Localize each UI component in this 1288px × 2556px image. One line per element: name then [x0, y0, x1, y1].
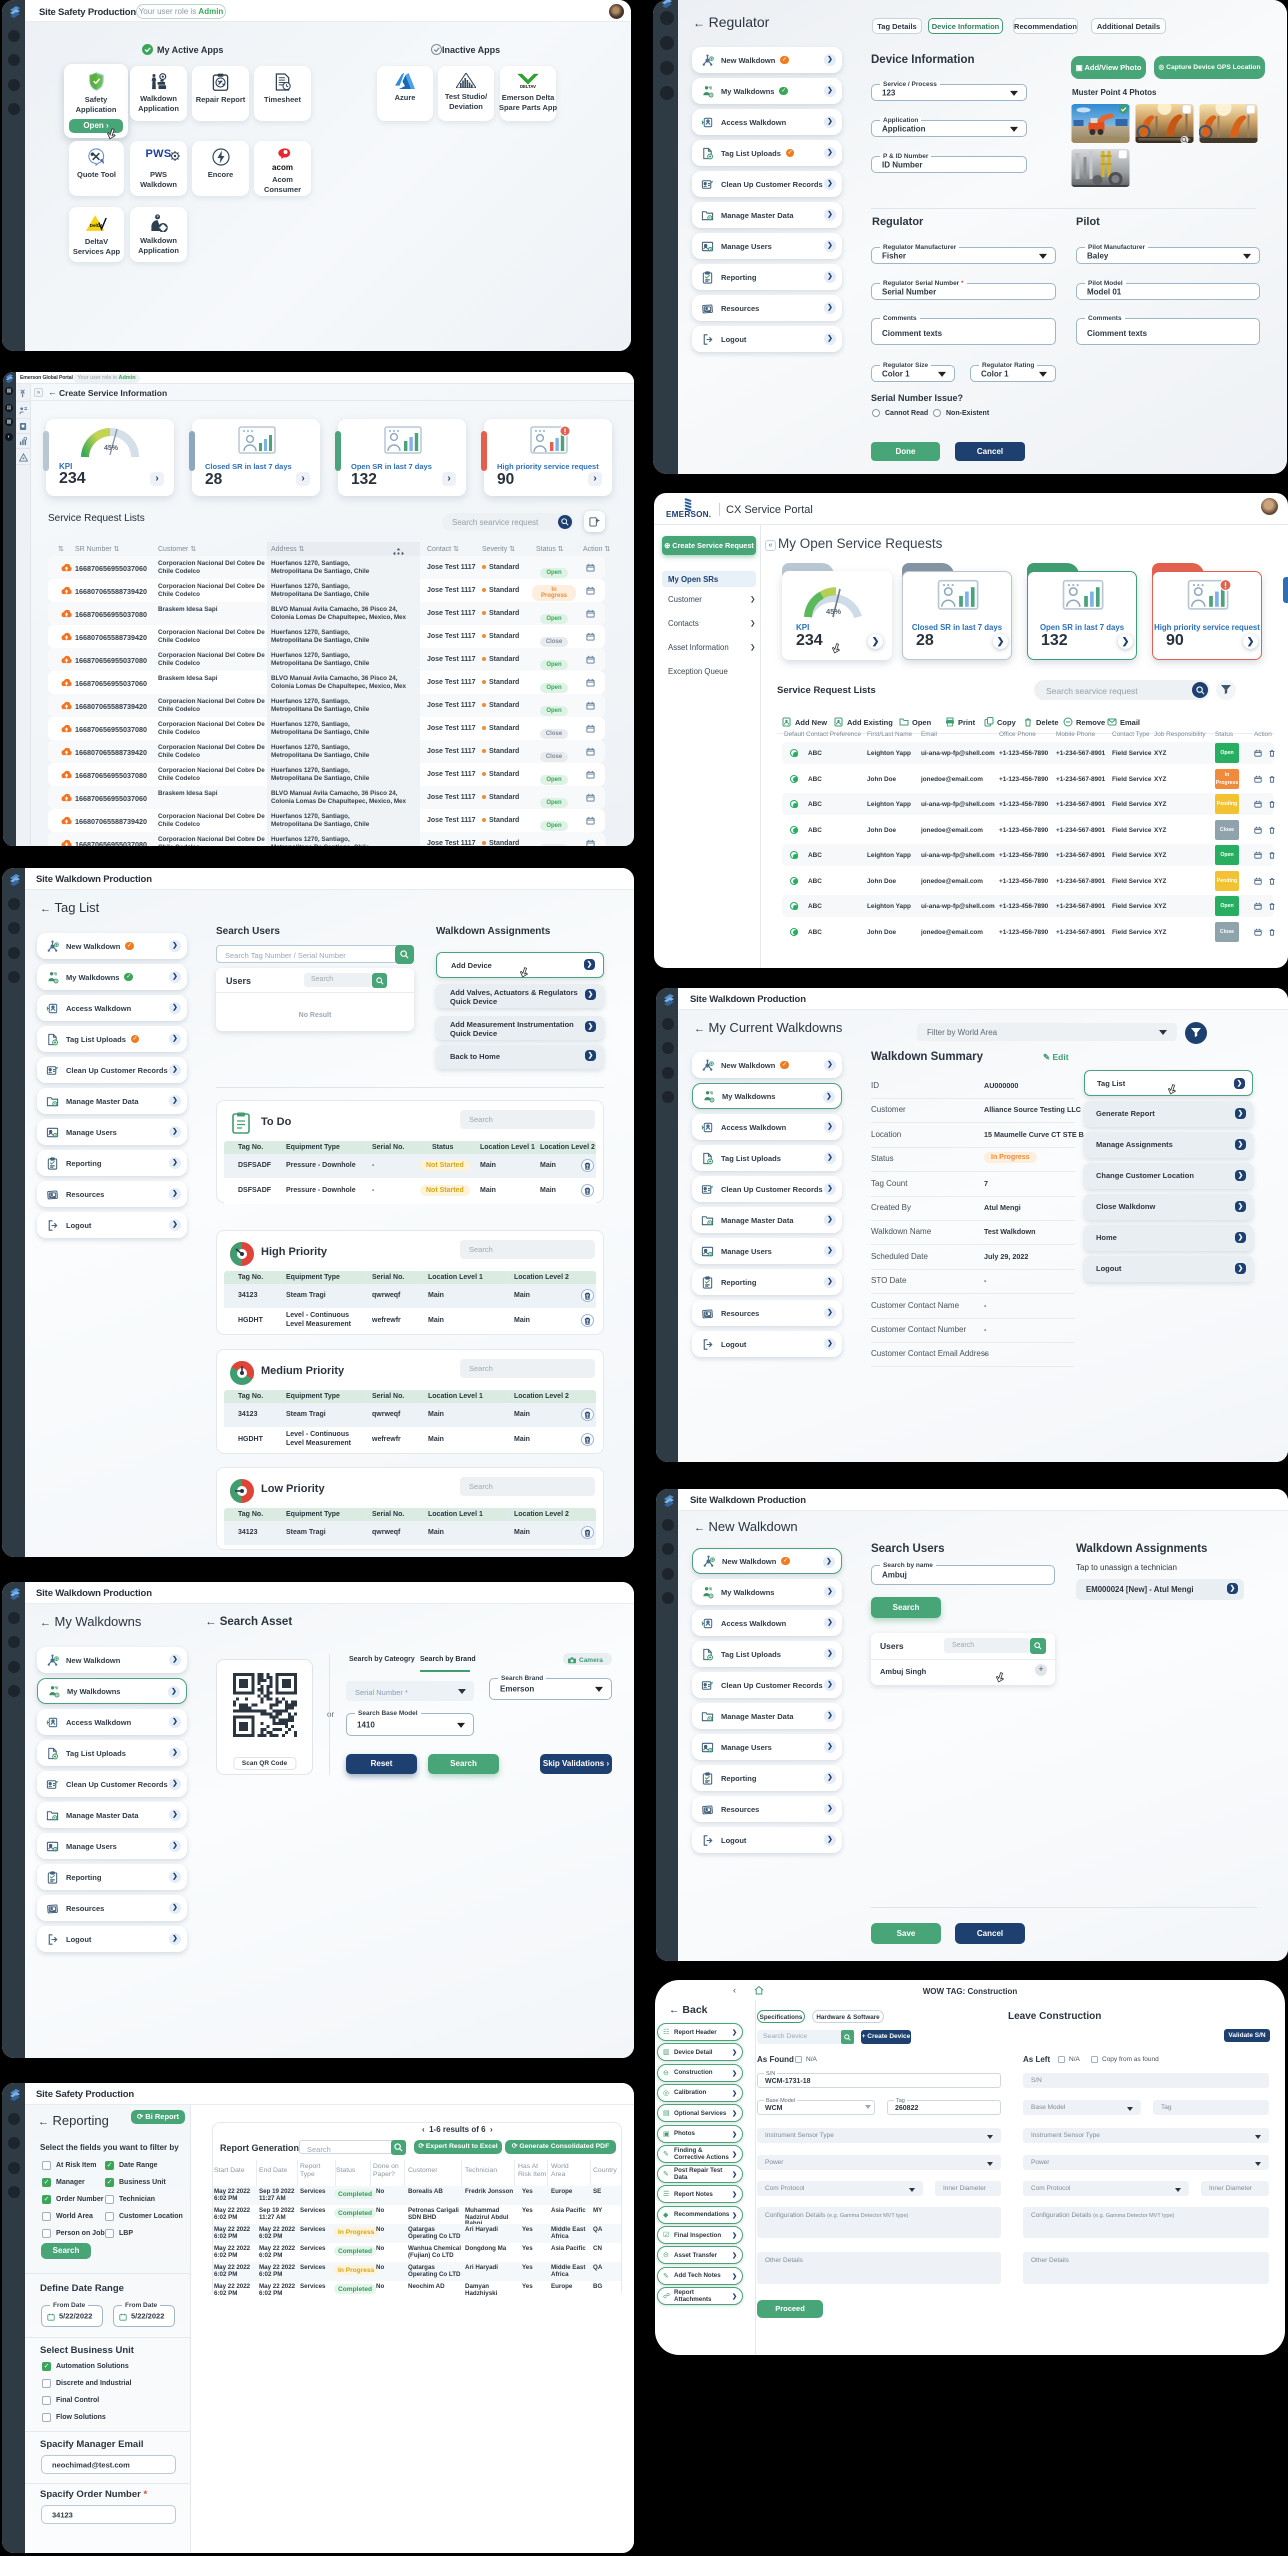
svg-text:DeltaV: DeltaV	[89, 223, 104, 228]
svg-text:EMERSON.: EMERSON.	[666, 510, 711, 519]
svg-text:DELTAV: DELTAV	[520, 84, 536, 89]
